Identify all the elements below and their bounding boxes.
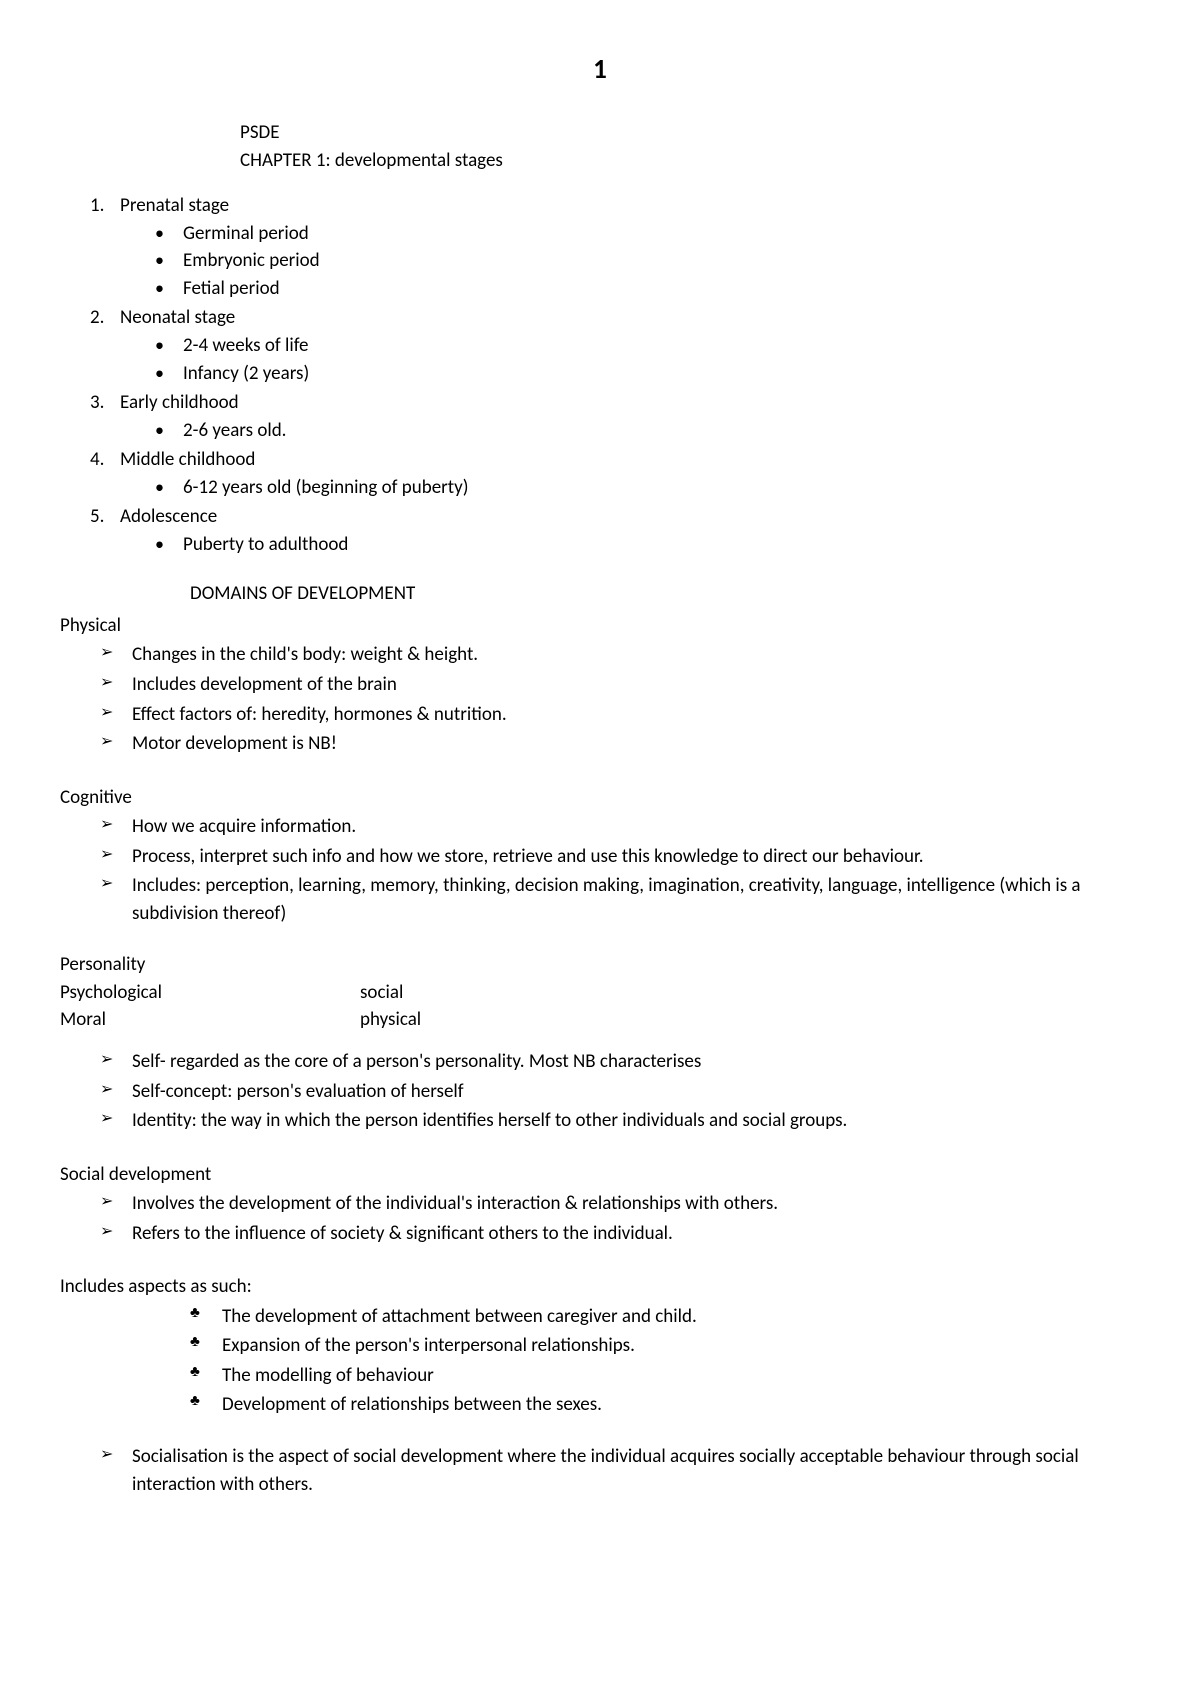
course-code: PSDE <box>240 119 1140 147</box>
stage-sublist: Puberty to adulthood <box>155 531 1140 559</box>
includes-label: Includes aspects as such: <box>60 1273 1140 1301</box>
stage-subitem: Puberty to adulthood <box>155 531 1140 559</box>
list-item: Refers to the influence of society & sig… <box>100 1220 1140 1248</box>
stage-sublist: 2-6 years old. <box>155 417 1140 445</box>
stage-number: 3. <box>90 389 120 417</box>
stage-subitem: 2-4 weeks of life <box>155 332 1140 360</box>
stage-subitem: Infancy (2 years) <box>155 360 1140 388</box>
stage-sublist: 2-4 weeks of life Infancy (2 years) <box>155 332 1140 387</box>
chapter-title: CHAPTER 1: developmental stages <box>240 147 1140 175</box>
stage-number: 2. <box>90 304 120 332</box>
domains-heading: DOMAINS OF DEVELOPMENT <box>190 580 1140 608</box>
stage-number: 5. <box>90 503 120 531</box>
stage-number: 1. <box>90 192 120 220</box>
physical-list: Changes in the child's body: weight & he… <box>100 641 1140 757</box>
list-item: Includes development of the brain <box>100 671 1140 699</box>
cognitive-list: How we acquire information. Process, int… <box>100 813 1140 927</box>
list-item: Changes in the child's body: weight & he… <box>100 641 1140 669</box>
personality-row: Moral physical <box>60 1006 1140 1034</box>
list-item: Socialisation is the aspect of social de… <box>100 1443 1140 1498</box>
social-label: Social development <box>60 1161 1140 1189</box>
document-header: PSDE CHAPTER 1: developmental stages <box>240 119 1140 174</box>
list-item: How we acquire information. <box>100 813 1140 841</box>
list-item: Effect factors of: heredity, hormones & … <box>100 701 1140 729</box>
list-item: Development of relationships between the… <box>190 1391 1140 1419</box>
list-item: Self-concept: person's evaluation of her… <box>100 1078 1140 1106</box>
personality-right: physical <box>360 1006 1140 1034</box>
social-list: Involves the development of the individu… <box>100 1190 1140 1247</box>
stage-title: Adolescence <box>120 505 217 528</box>
stage-item: 5.Adolescence Puberty to adulthood <box>90 503 1140 558</box>
stages-list: 1.Prenatal stage Germinal period Embryon… <box>90 192 1140 558</box>
stage-sublist: 6-12 years old (beginning of puberty) <box>155 474 1140 502</box>
list-item: Process, interpret such info and how we … <box>100 843 1140 871</box>
list-item: Involves the development of the individu… <box>100 1190 1140 1218</box>
stage-subitem: Germinal period <box>155 220 1140 248</box>
personality-list: Self- regarded as the core of a person's… <box>100 1048 1140 1135</box>
stage-subitem: 2-6 years old. <box>155 417 1140 445</box>
list-item: Expansion of the person's interpersonal … <box>190 1332 1140 1360</box>
stage-sublist: Germinal period Embryonic period Fetial … <box>155 220 1140 303</box>
list-item: Motor development is NB! <box>100 730 1140 758</box>
stage-item: 3.Early childhood 2-6 years old. <box>90 389 1140 444</box>
stage-subitem: Embryonic period <box>155 247 1140 275</box>
personality-row: Psychological social <box>60 979 1140 1007</box>
includes-list: The development of attachment between ca… <box>190 1303 1140 1419</box>
personality-left: Psychological <box>60 979 360 1007</box>
list-item: The development of attachment between ca… <box>190 1303 1140 1331</box>
page-number: 1 <box>60 50 1140 89</box>
stage-item: 2.Neonatal stage 2-4 weeks of life Infan… <box>90 304 1140 387</box>
stage-subitem: Fetial period <box>155 275 1140 303</box>
stage-title: Middle childhood <box>120 448 255 471</box>
stage-item: 4.Middle childhood 6-12 years old (begin… <box>90 446 1140 501</box>
personality-right <box>360 951 1140 979</box>
stage-subitem: 6-12 years old (beginning of puberty) <box>155 474 1140 502</box>
stage-number: 4. <box>90 446 120 474</box>
list-item: Includes: perception, learning, memory, … <box>100 872 1140 927</box>
personality-left: Personality <box>60 951 360 979</box>
cognitive-label: Cognitive <box>60 784 1140 812</box>
physical-label: Physical <box>60 612 1140 640</box>
list-item: The modelling of behaviour <box>190 1362 1140 1390</box>
socialisation-list: Socialisation is the aspect of social de… <box>100 1443 1140 1498</box>
stage-title: Early childhood <box>120 391 239 414</box>
stage-title: Prenatal stage <box>120 194 229 217</box>
personality-left: Moral <box>60 1006 360 1034</box>
personality-right: social <box>360 979 1140 1007</box>
list-item: Self- regarded as the core of a person's… <box>100 1048 1140 1076</box>
stage-title: Neonatal stage <box>120 306 235 329</box>
personality-row: Personality <box>60 951 1140 979</box>
stage-item: 1.Prenatal stage Germinal period Embryon… <box>90 192 1140 302</box>
list-item: Identity: the way in which the person id… <box>100 1107 1140 1135</box>
